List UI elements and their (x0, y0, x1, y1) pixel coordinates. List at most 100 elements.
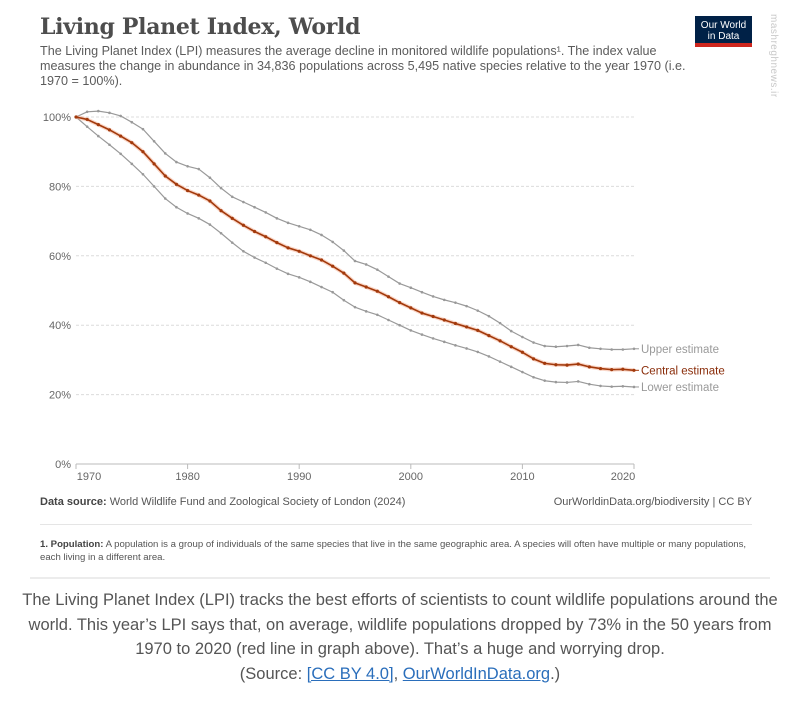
data-point (409, 286, 413, 290)
data-point (498, 321, 502, 325)
data-point (454, 344, 457, 347)
data-point (487, 314, 491, 318)
legend: Upper estimate Lower estimate Central esti… (634, 344, 725, 394)
y-tick-label: 80% (49, 181, 71, 193)
data-source-text: World Wildlife Fund and Zoological Socie… (109, 496, 406, 508)
data-point (252, 229, 257, 234)
data-point (599, 347, 602, 351)
footnote-label: 1. Population: (40, 539, 104, 550)
data-point (308, 254, 312, 258)
data-source: Data source: World Wildlife Fund and Zoo… (40, 496, 405, 508)
data-point (163, 174, 167, 178)
data-point (297, 249, 301, 253)
our-world-in-data-logo[interactable]: Our World in Data (695, 16, 752, 47)
data-point (621, 348, 625, 351)
cc-by-link[interactable]: [CC BY 4.0] (306, 664, 394, 683)
x-tick-label: 1970 (77, 471, 101, 480)
data-point (621, 367, 625, 371)
article-paragraph: The Living Planet Index (LPI) tracks the… (20, 588, 780, 686)
series-halo (75, 115, 635, 373)
article-text: The Living Planet Index (LPI) tracks the… (22, 591, 778, 658)
data-point (587, 365, 591, 369)
data-point (253, 256, 256, 259)
source-url[interactable]: OurWorldinData.org/biodiversity | CC BY (553, 496, 752, 508)
data-point (331, 290, 334, 294)
data-point (431, 295, 435, 298)
data-point (152, 162, 156, 166)
series-lines (74, 109, 636, 389)
data-point (398, 282, 401, 285)
data-point (599, 384, 602, 388)
data-point (364, 285, 368, 289)
data-point (532, 375, 535, 379)
data-point (387, 275, 390, 278)
data-point (85, 110, 89, 114)
data-point (85, 117, 89, 122)
line-chart: 0% 20% 40% 60% 80% 100% 1970 1980 1990 2000 2010 2… (43, 109, 725, 480)
data-point (364, 263, 368, 266)
data-point (242, 249, 245, 253)
data-point (331, 240, 334, 244)
y-tick-label: 100% (43, 112, 71, 124)
data-point (152, 139, 156, 143)
data-point (264, 235, 268, 239)
data-point (264, 211, 268, 214)
data-point (230, 241, 234, 244)
data-point (241, 223, 245, 227)
data-point (208, 176, 212, 180)
data-point (264, 261, 268, 265)
data-point (376, 268, 379, 271)
footnote-text: A population is a group of individuals o… (40, 539, 747, 563)
data-point (96, 123, 100, 127)
data-point (186, 212, 189, 215)
data-point (219, 231, 223, 235)
y-tick-label: 0% (55, 459, 71, 471)
legend-label: Lower estimate (641, 382, 719, 394)
data-point (621, 384, 625, 388)
y-tick-label: 60% (49, 251, 71, 263)
data-point (230, 195, 234, 199)
data-point (554, 345, 558, 349)
data-point (342, 249, 346, 252)
x-tick-label: 2020 (611, 471, 635, 480)
watermark: mashreghnews.ir (768, 14, 779, 98)
x-tick-label: 1990 (287, 471, 311, 480)
data-point (331, 264, 335, 268)
data-point (208, 199, 212, 203)
legend-label: Upper estimate (641, 344, 719, 356)
data-point (107, 128, 112, 132)
chart-card: Living Planet Index, World The Living Pl… (40, 14, 779, 564)
data-point (465, 304, 468, 308)
data-point (521, 370, 524, 374)
data-point (320, 285, 323, 289)
data-point (420, 333, 424, 336)
data-point (576, 380, 580, 383)
data-point (598, 366, 603, 371)
data-point (431, 314, 435, 319)
footnote: 1. Population: A population is a group o… (40, 538, 755, 564)
owid-link[interactable]: OurWorldInData.org (402, 664, 551, 683)
data-point (309, 280, 312, 284)
link-separator: , (393, 664, 403, 683)
data-point (409, 329, 413, 332)
data-point (141, 172, 145, 176)
data-point (219, 186, 223, 190)
logo-line-1: Our World (700, 20, 747, 31)
data-point (476, 309, 480, 312)
data-point (398, 301, 402, 305)
data-point (420, 290, 424, 294)
data-point (253, 205, 256, 209)
source-prefix: (Source: (239, 664, 307, 683)
data-point (554, 363, 558, 367)
data-point (588, 346, 591, 350)
data-point (576, 343, 580, 347)
data-point (141, 150, 145, 154)
data-point (509, 329, 513, 333)
data-point (175, 205, 178, 209)
data-point (320, 233, 323, 237)
data-point (353, 305, 357, 309)
data-point (476, 350, 480, 354)
data-point (119, 114, 122, 118)
series-line-upper-estimate (75, 110, 635, 351)
gridlines (76, 116, 634, 396)
